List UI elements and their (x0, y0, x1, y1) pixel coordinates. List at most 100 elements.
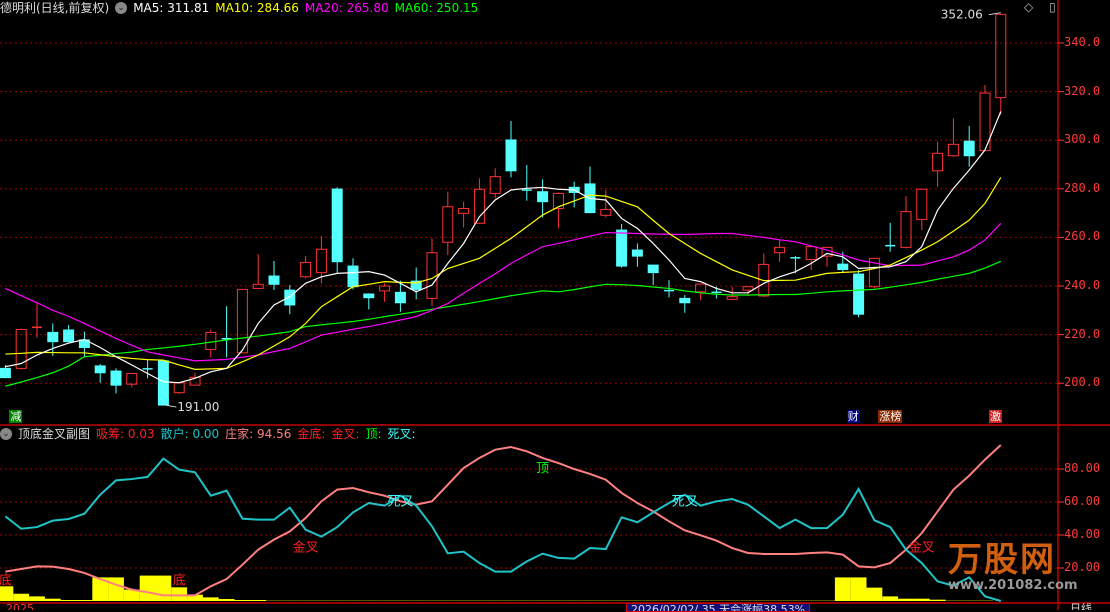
price-tick-label: 200.0 (1064, 375, 1100, 389)
ma10-line (5, 177, 1000, 369)
candle (538, 179, 548, 217)
xichou-bar (140, 576, 156, 601)
ma20-value: MA20: 265.80 (305, 0, 389, 16)
indicator-tick-label: 40.00 (1064, 527, 1100, 541)
candle (0, 365, 10, 378)
candle (364, 293, 374, 309)
xichou-bar (0, 586, 13, 601)
chevron-down-icon[interactable]: ⌄ (115, 2, 127, 14)
candle-body (285, 290, 295, 305)
xichou-bar (851, 577, 867, 601)
candle-body (964, 141, 974, 156)
period-label[interactable]: 日线 (1070, 603, 1092, 610)
candle (95, 364, 105, 383)
candle (585, 167, 595, 213)
panel-toggle-icon[interactable]: ▯ (1049, 0, 1056, 14)
candle (522, 165, 532, 201)
candle-body (838, 264, 848, 269)
candle-body (617, 230, 627, 266)
candle-body (16, 329, 26, 368)
sanhu-value: 散户: 0.00 (161, 426, 220, 442)
candle (285, 285, 295, 314)
diamond-icon[interactable]: ◇ (1024, 0, 1033, 14)
candle-body (301, 262, 311, 276)
low-pointer (165, 405, 176, 407)
candle-body (332, 189, 342, 262)
stock-title[interactable]: 德明利(日线,前复权) (0, 0, 109, 16)
ma60-line (5, 261, 1000, 386)
price-tick-label: 300.0 (1064, 132, 1100, 146)
candle (174, 382, 184, 394)
xichou-bar (235, 600, 251, 601)
chevron-down-icon[interactable]: ⌄ (0, 428, 12, 440)
candle-body (348, 266, 358, 287)
candle-body (917, 189, 927, 219)
candle-body (854, 274, 864, 314)
event-tag[interactable]: 财 (847, 410, 860, 423)
xichou-bar (156, 576, 172, 601)
xichou-bar (77, 600, 93, 601)
candle-body (901, 212, 911, 248)
candle-body (380, 286, 390, 291)
xichou-bar (61, 600, 77, 601)
event-tag[interactable]: 涨榜 (878, 410, 902, 423)
candle (206, 329, 216, 357)
ma5-value: MA5: 311.81 (133, 0, 209, 16)
candle-body (680, 298, 690, 302)
candle (933, 142, 943, 187)
main-chart-header: 德明利(日线,前复权) ⌄ MA5: 311.81 MA10: 284.66 M… (0, 0, 478, 16)
indicator-title[interactable]: 顶底金叉副图 (18, 426, 90, 442)
xichou-bar (867, 588, 883, 601)
high-price-label: 352.06 (941, 8, 983, 22)
candle-body (632, 250, 642, 256)
candle (32, 302, 42, 338)
xichou-bar (930, 600, 946, 601)
xichou-bar (171, 587, 187, 601)
xichou-bar (108, 577, 124, 601)
ma10-value: MA10: 284.66 (215, 0, 299, 16)
candle (127, 373, 137, 387)
candle (222, 306, 232, 357)
xichou-bar (45, 599, 61, 601)
candle (964, 126, 974, 167)
candle-body (316, 249, 326, 272)
zhuangjia-value: 庄家: 94.56 (225, 426, 291, 442)
sicha-label: 死叉: (388, 426, 416, 442)
candle (806, 247, 816, 270)
event-tag[interactable]: 减 (9, 410, 22, 423)
candle-body (0, 368, 10, 377)
signal-label: 死叉 (387, 494, 413, 509)
sub-chart-header: ⌄ 顶底金叉副图 吸筹: 0.03 散户: 0.00 庄家: 94.56 金底:… (0, 426, 416, 442)
jindi-label: 金底: (297, 426, 325, 442)
candle (427, 238, 437, 306)
candle-body (269, 276, 279, 284)
signal-label: 顶 (536, 461, 549, 476)
candle-body (490, 177, 500, 194)
low-price-label: 191.00 (177, 400, 219, 414)
candle-body (506, 140, 516, 171)
candle (775, 240, 785, 262)
price-tick-label: 240.0 (1064, 278, 1100, 292)
candle-body (648, 265, 658, 273)
candle (648, 265, 658, 285)
candle-body (111, 371, 121, 385)
candle (759, 253, 769, 296)
signal-label: 底 (173, 573, 186, 589)
candle (301, 256, 311, 278)
xichou-bar (250, 600, 266, 601)
candle (996, 14, 1006, 115)
xichou-bar (29, 596, 45, 601)
xichou-bar (882, 596, 898, 601)
signal-label: 死叉 (672, 494, 698, 509)
signal-label: 金叉 (909, 540, 935, 556)
date-axis-left: 2025 (6, 603, 34, 610)
event-tag[interactable]: 激 (989, 410, 1002, 423)
candle-body (95, 366, 105, 373)
top-right-icons: ◇ ▯ (1024, 0, 1056, 14)
signal-label: 底 (0, 573, 12, 589)
candle-body (538, 192, 548, 202)
indicator-tick-label: 80.00 (1064, 461, 1100, 475)
candle (443, 192, 453, 255)
candle-body (364, 294, 374, 298)
